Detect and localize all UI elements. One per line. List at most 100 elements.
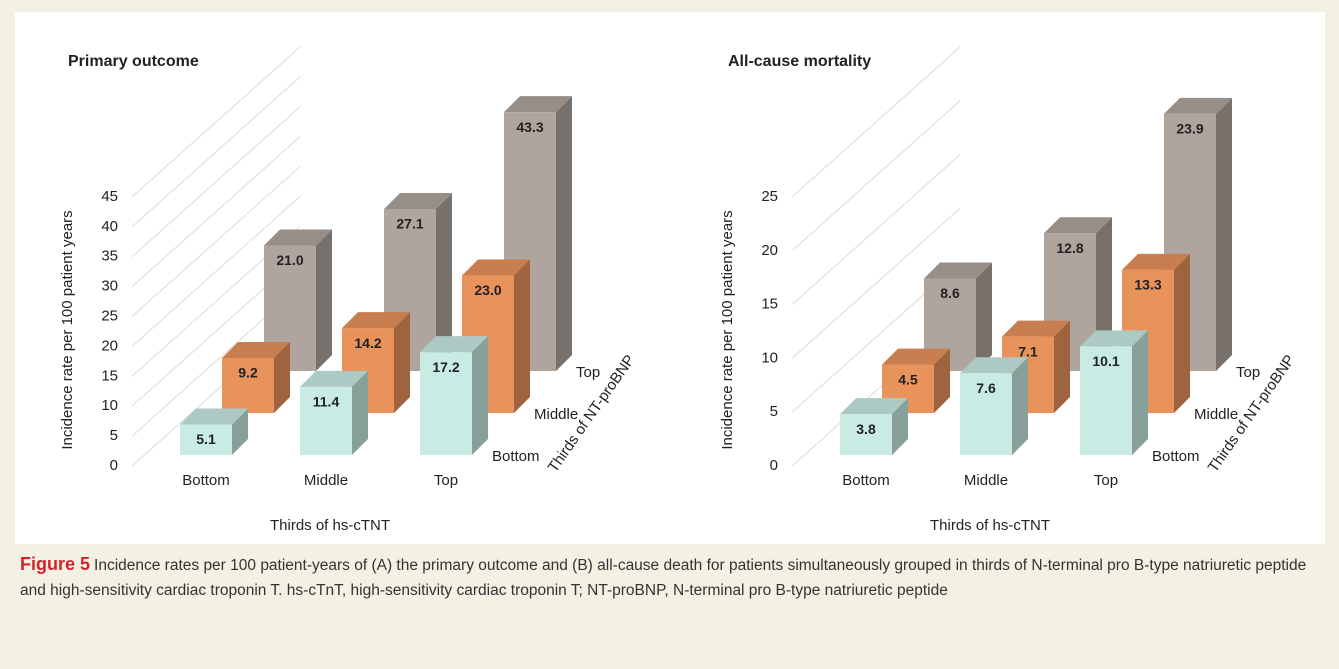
bar <box>180 408 248 455</box>
x-axis-title: Thirds of hs-cTNT <box>930 517 1050 534</box>
grid-line <box>131 166 301 317</box>
y-tick-label: 15 <box>761 296 778 313</box>
bar-top <box>504 96 572 113</box>
chart-title: Primary outcome <box>68 53 199 70</box>
bar-top <box>462 259 530 276</box>
depth-tick-label: Top <box>576 364 600 381</box>
depth-tick-label: Bottom <box>492 448 540 465</box>
y-tick-label: 15 <box>101 367 118 384</box>
bar-side <box>976 262 992 371</box>
y-tick-label: 5 <box>770 403 778 420</box>
value-label: 3.8 <box>856 421 876 437</box>
chart-title: All-cause mortality <box>728 53 871 70</box>
bar-top <box>1002 320 1070 337</box>
value-label: 21.0 <box>276 252 303 268</box>
grid-line <box>791 100 961 252</box>
y-axis-title: Incidence rate per 100 patient years <box>59 210 76 449</box>
bar-top <box>384 193 452 210</box>
value-label: 11.4 <box>313 394 340 410</box>
depth-tick-label: Top <box>1236 364 1260 381</box>
value-label: 14.2 <box>354 335 381 351</box>
bar-front <box>840 414 892 455</box>
bar-top <box>1044 217 1112 234</box>
grid-line <box>791 208 961 359</box>
bar <box>300 370 368 455</box>
bar-side <box>1174 253 1190 413</box>
y-tick-label: 0 <box>110 457 118 474</box>
value-label: 10.1 <box>1092 353 1119 369</box>
value-label: 43.3 <box>516 119 543 135</box>
y-tick-label: 25 <box>101 308 118 325</box>
value-label: 23.0 <box>474 282 501 298</box>
bar-side <box>1216 97 1232 371</box>
bar-top <box>840 398 908 415</box>
x-tick-label: Top <box>1094 472 1118 489</box>
bar-front <box>1080 346 1132 455</box>
bar <box>1080 330 1148 455</box>
caption: Figure 5 Incidence rates per 100 patient-… <box>20 552 1320 603</box>
y-tick-label: 10 <box>761 349 778 366</box>
y-tick-label: 5 <box>110 427 118 444</box>
value-label: 5.1 <box>196 431 216 447</box>
y-axis-title: Incidence rate per 100 patient years <box>719 210 736 449</box>
bar-top <box>222 342 290 359</box>
value-label: 4.5 <box>898 371 918 387</box>
x-tick-label: Middle <box>304 472 348 489</box>
y-tick-label: 30 <box>101 278 118 295</box>
grid-line <box>131 46 301 198</box>
y-tick-label: 40 <box>101 218 118 235</box>
bar <box>960 357 1028 455</box>
bar-top <box>1080 330 1148 347</box>
bar-side <box>1012 357 1028 455</box>
y-tick-label: 25 <box>761 188 778 205</box>
bar-side <box>274 342 290 413</box>
bar-side <box>316 229 332 371</box>
grid-line <box>131 136 301 288</box>
value-label: 9.2 <box>238 365 258 381</box>
bar-side <box>436 193 452 371</box>
value-label: 12.8 <box>1056 240 1083 256</box>
grid-line <box>131 196 301 347</box>
value-label: 27.1 <box>396 216 423 232</box>
bar-top <box>180 408 248 425</box>
depth-tick-label: Bottom <box>1152 448 1200 465</box>
y-tick-label: 45 <box>101 188 118 205</box>
bar-top <box>300 370 368 387</box>
x-tick-label: Top <box>434 472 458 489</box>
value-label: 13.3 <box>1134 277 1161 293</box>
value-label: 7.1 <box>1018 343 1038 359</box>
bar-side <box>1132 330 1148 455</box>
y-tick-label: 35 <box>101 248 118 265</box>
bar-front <box>960 373 1012 455</box>
x-tick-label: Middle <box>964 472 1008 489</box>
bar-side <box>394 312 410 413</box>
caption-label: Figure 5 <box>20 554 91 574</box>
value-label: 23.9 <box>1176 121 1203 137</box>
bar-top <box>924 262 992 279</box>
bar-side <box>892 398 908 455</box>
bar <box>882 348 950 413</box>
bar-top <box>882 348 950 365</box>
grid-line <box>791 154 961 305</box>
grid-line <box>131 76 301 228</box>
bar-side <box>352 370 368 455</box>
bar-side <box>934 348 950 413</box>
bar-front <box>420 352 472 455</box>
y-tick-label: 20 <box>761 242 778 259</box>
value-label: 17.2 <box>432 359 459 375</box>
y-tick-label: 20 <box>101 337 118 354</box>
value-label: 7.6 <box>976 380 996 396</box>
bar-side <box>472 336 488 455</box>
y-tick-label: 0 <box>770 457 778 474</box>
bar <box>222 342 290 413</box>
bar-top <box>420 336 488 353</box>
depth-tick-label: Middle <box>1194 406 1238 423</box>
grid-line <box>791 46 961 198</box>
bar-top <box>1122 253 1190 270</box>
bar-front <box>300 386 352 455</box>
bar-front <box>222 358 274 413</box>
bar-side <box>514 259 530 413</box>
x-tick-label: Bottom <box>842 472 890 489</box>
bar-top <box>1164 97 1232 114</box>
x-tick-label: Bottom <box>182 472 230 489</box>
